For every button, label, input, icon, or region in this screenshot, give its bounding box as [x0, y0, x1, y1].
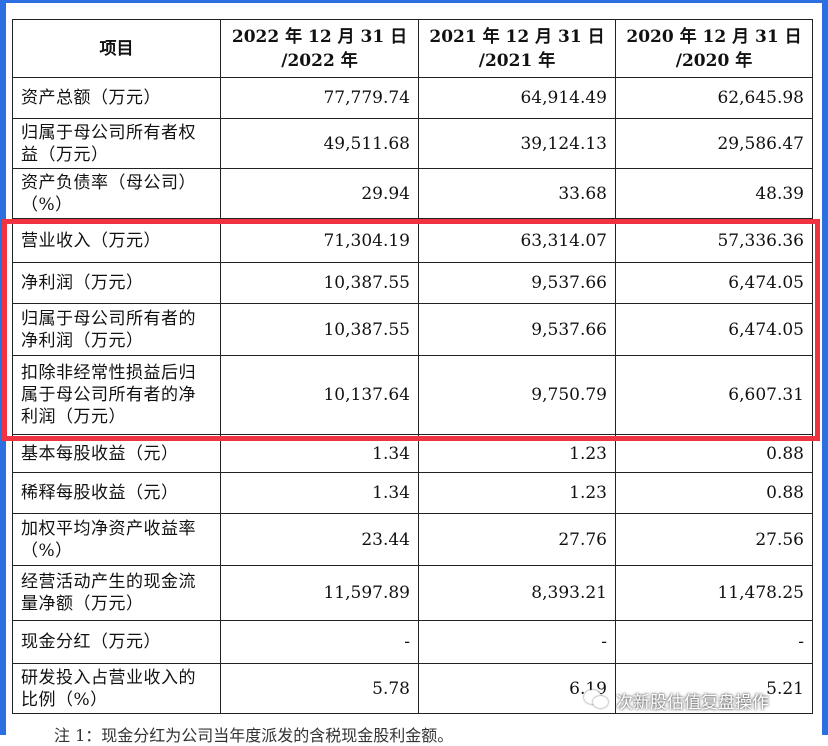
cell-value: 33.68: [418, 168, 616, 219]
table-row: 归属于母公司所有者权益（万元） 49,511.68 39,124.13 29,5…: [12, 118, 813, 169]
row-label: 研发投入占营业收入的比例（%）: [12, 663, 221, 714]
header-2020: 2020 年 12 月 31 日 /2020 年: [615, 19, 813, 78]
table-row: 研发投入占营业收入的比例（%） 5.78 6.19 5.21: [12, 663, 813, 714]
cell-value: -: [418, 620, 616, 664]
cell-value: 6,474.05: [615, 303, 813, 356]
table-row: 现金分红（万元） - - -: [12, 620, 813, 664]
table-row: 营业收入（万元） 71,304.19 63,314.07 57,336.36: [12, 218, 813, 263]
row-label: 净利润（万元）: [12, 262, 221, 304]
cell-value: 64,914.49: [418, 77, 616, 119]
table-row: 基本每股收益（元） 1.34 1.23 0.88: [12, 434, 813, 473]
cell-value: 57,336.36: [615, 218, 813, 263]
cell-value: 1.23: [418, 472, 616, 514]
wechat-icon: [584, 689, 610, 711]
cell-value: 77,779.74: [220, 77, 419, 119]
cell-value: 49,511.68: [220, 118, 419, 169]
cell-value: 27.76: [418, 513, 616, 566]
watermark: 次新股估值复盘操作: [584, 686, 769, 714]
cell-value: 5.78: [220, 663, 419, 714]
table-row: 扣除非经常性损益后归属于母公司所有者的净利润（万元） 10,137.64 9,7…: [12, 355, 813, 435]
cell-value: 9,537.66: [418, 262, 616, 304]
row-label: 稀释每股收益（元）: [12, 472, 221, 514]
cell-value: -: [220, 620, 419, 664]
table-row: 经营活动产生的现金流量净额（万元） 11,597.89 8,393.21 11,…: [12, 565, 813, 621]
cell-value: 9,537.66: [418, 303, 616, 356]
cell-value: -: [615, 620, 813, 664]
cell-value: 11,478.25: [615, 565, 813, 621]
row-label: 经营活动产生的现金流量净额（万元）: [12, 565, 221, 621]
header-item: 项目: [12, 19, 221, 78]
cell-value: 63,314.07: [418, 218, 616, 263]
row-label: 资产负债率（母公司）（%）: [12, 168, 221, 219]
table-row: 加权平均净资产收益率（%） 23.44 27.76 27.56: [12, 513, 813, 566]
cell-value: 11,597.89: [220, 565, 419, 621]
cell-value: 29.94: [220, 168, 419, 219]
cell-value: 5.21: [615, 663, 813, 714]
cell-value: 48.39: [615, 168, 813, 219]
row-label: 加权平均净资产收益率（%）: [12, 513, 221, 566]
row-label: 现金分红（万元）: [12, 620, 221, 664]
table-row: 稀释每股收益（元） 1.34 1.23 0.88: [12, 472, 813, 514]
header-row: 项目 2022 年 12 月 31 日 /2022 年 2021 年 12 月 …: [12, 19, 813, 78]
cell-value: 23.44: [220, 513, 419, 566]
row-label: 扣除非经常性损益后归属于母公司所有者的净利润（万元）: [12, 355, 221, 435]
footnote: 注 1：现金分红为公司当年度派发的含税现金股利金额。: [54, 726, 454, 745]
cell-value: 0.88: [615, 434, 813, 473]
table-row: 净利润（万元） 10,387.55 9,537.66 6,474.05: [12, 262, 813, 304]
cell-value: 10,387.55: [220, 303, 419, 356]
cell-value: 10,387.55: [220, 262, 419, 304]
cell-value: 8,393.21: [418, 565, 616, 621]
row-label: 归属于母公司所有者权益（万元）: [12, 118, 221, 169]
cell-value: 62,645.98: [615, 77, 813, 119]
header-2022: 2022 年 12 月 31 日 /2022 年: [220, 19, 419, 78]
cell-value: 6,607.31: [615, 355, 813, 435]
row-label: 基本每股收益（元）: [12, 434, 221, 473]
cell-value: 6,474.05: [615, 262, 813, 304]
cell-value: 1.34: [220, 472, 419, 514]
financial-table: 项目 2022 年 12 月 31 日 /2022 年 2021 年 12 月 …: [12, 19, 813, 714]
watermark-text: 次新股估值复盘操作: [616, 692, 769, 713]
row-label: 营业收入（万元）: [12, 218, 221, 263]
header-2021: 2021 年 12 月 31 日 /2021 年: [418, 19, 616, 78]
cell-value: 1.23: [418, 434, 616, 473]
cell-value: 1.34: [220, 434, 419, 473]
cell-value: 9,750.79: [418, 355, 616, 435]
cell-value: 0.88: [615, 472, 813, 514]
table-row: 资产总额（万元） 77,779.74 64,914.49 62,645.98: [12, 77, 813, 119]
row-label: 资产总额（万元）: [12, 77, 221, 119]
table-row: 归属于母公司所有者的净利润（万元） 10,387.55 9,537.66 6,4…: [12, 303, 813, 356]
cell-value: 39,124.13: [418, 118, 616, 169]
cell-value: 27.56: [615, 513, 813, 566]
cell-value: 29,586.47: [615, 118, 813, 169]
table-row: 资产负债率（母公司）（%） 29.94 33.68 48.39: [12, 168, 813, 219]
cell-value: 6.19: [418, 663, 616, 714]
row-label: 归属于母公司所有者的净利润（万元）: [12, 303, 221, 356]
cell-value: 10,137.64: [220, 355, 419, 435]
cell-value: 71,304.19: [220, 218, 419, 263]
